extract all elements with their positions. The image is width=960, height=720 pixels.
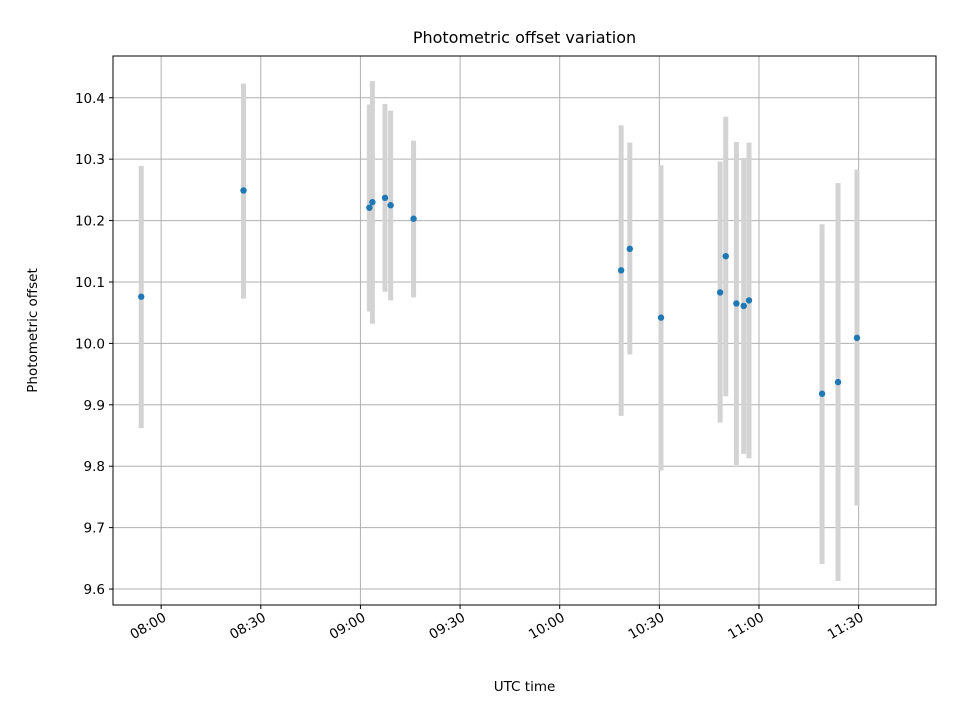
data-point: [138, 293, 145, 300]
y-tick-label: 10.1: [75, 275, 105, 291]
x-axis-label: UTC time: [494, 679, 556, 695]
data-point: [853, 334, 861, 342]
data-point: [733, 300, 740, 307]
data-points: [138, 187, 861, 397]
data-point: [722, 252, 729, 260]
plot-frame: [112, 55, 937, 606]
data-point: [834, 378, 842, 386]
y-tick-label: 10.0: [75, 336, 105, 352]
data-point: [745, 297, 753, 304]
data-point: [366, 204, 373, 211]
y-axis-label: Photometric offset: [25, 268, 41, 392]
data-point: [818, 390, 826, 397]
data-point: [387, 202, 394, 209]
y-tick-label: 10.4: [75, 91, 105, 107]
data-point: [240, 187, 247, 194]
data-point: [716, 289, 724, 296]
data-point: [617, 267, 625, 274]
data-point: [369, 198, 376, 206]
y-tick-label: 9.8: [84, 459, 105, 475]
y-tick-label: 10.3: [75, 152, 105, 168]
y-tick-label: 10.2: [75, 214, 105, 230]
data-point: [410, 215, 417, 222]
data-point: [740, 302, 747, 310]
chart-title: Photometric offset variation: [413, 28, 636, 47]
data-point: [381, 194, 389, 202]
y-tick-label: 9.6: [84, 582, 105, 598]
axis-ticks: [109, 97, 860, 609]
y-tick-label: 9.9: [84, 398, 105, 414]
y-tick-label: 9.7: [84, 521, 105, 537]
data-point: [626, 245, 633, 253]
data-point: [657, 314, 665, 321]
